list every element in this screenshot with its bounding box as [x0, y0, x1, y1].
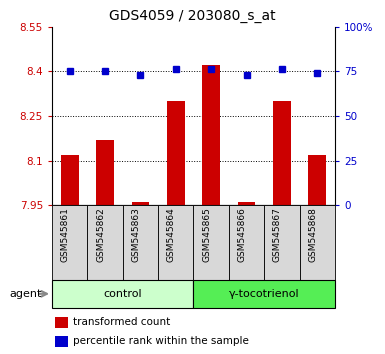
Bar — [158, 205, 193, 280]
Bar — [264, 205, 300, 280]
Bar — [229, 205, 264, 280]
Bar — [202, 65, 220, 205]
Text: GSM545863: GSM545863 — [131, 207, 141, 262]
Bar — [193, 205, 229, 280]
Bar — [193, 280, 335, 308]
Bar — [167, 101, 185, 205]
Bar — [52, 280, 193, 308]
Text: GSM545868: GSM545868 — [308, 207, 317, 262]
Text: GSM545862: GSM545862 — [96, 207, 105, 262]
Text: percentile rank within the sample: percentile rank within the sample — [73, 336, 249, 346]
Bar — [308, 155, 326, 205]
Bar — [52, 205, 87, 280]
Bar — [55, 336, 67, 347]
Bar — [61, 155, 79, 205]
Text: GSM545866: GSM545866 — [238, 207, 246, 262]
Text: GSM545867: GSM545867 — [273, 207, 282, 262]
Text: agent: agent — [10, 289, 42, 299]
Text: γ-tocotrienol: γ-tocotrienol — [229, 289, 300, 299]
Text: transformed count: transformed count — [73, 318, 171, 327]
Bar — [238, 202, 255, 205]
Text: control: control — [104, 289, 142, 299]
Text: GSM545864: GSM545864 — [167, 207, 176, 262]
Bar — [55, 317, 67, 328]
Bar — [87, 205, 123, 280]
Text: GSM545861: GSM545861 — [61, 207, 70, 262]
Bar — [96, 140, 114, 205]
Bar — [123, 205, 158, 280]
Bar — [132, 202, 149, 205]
Bar — [300, 205, 335, 280]
Text: GSM545865: GSM545865 — [202, 207, 211, 262]
Text: GDS4059 / 203080_s_at: GDS4059 / 203080_s_at — [109, 9, 276, 23]
Bar — [273, 101, 291, 205]
